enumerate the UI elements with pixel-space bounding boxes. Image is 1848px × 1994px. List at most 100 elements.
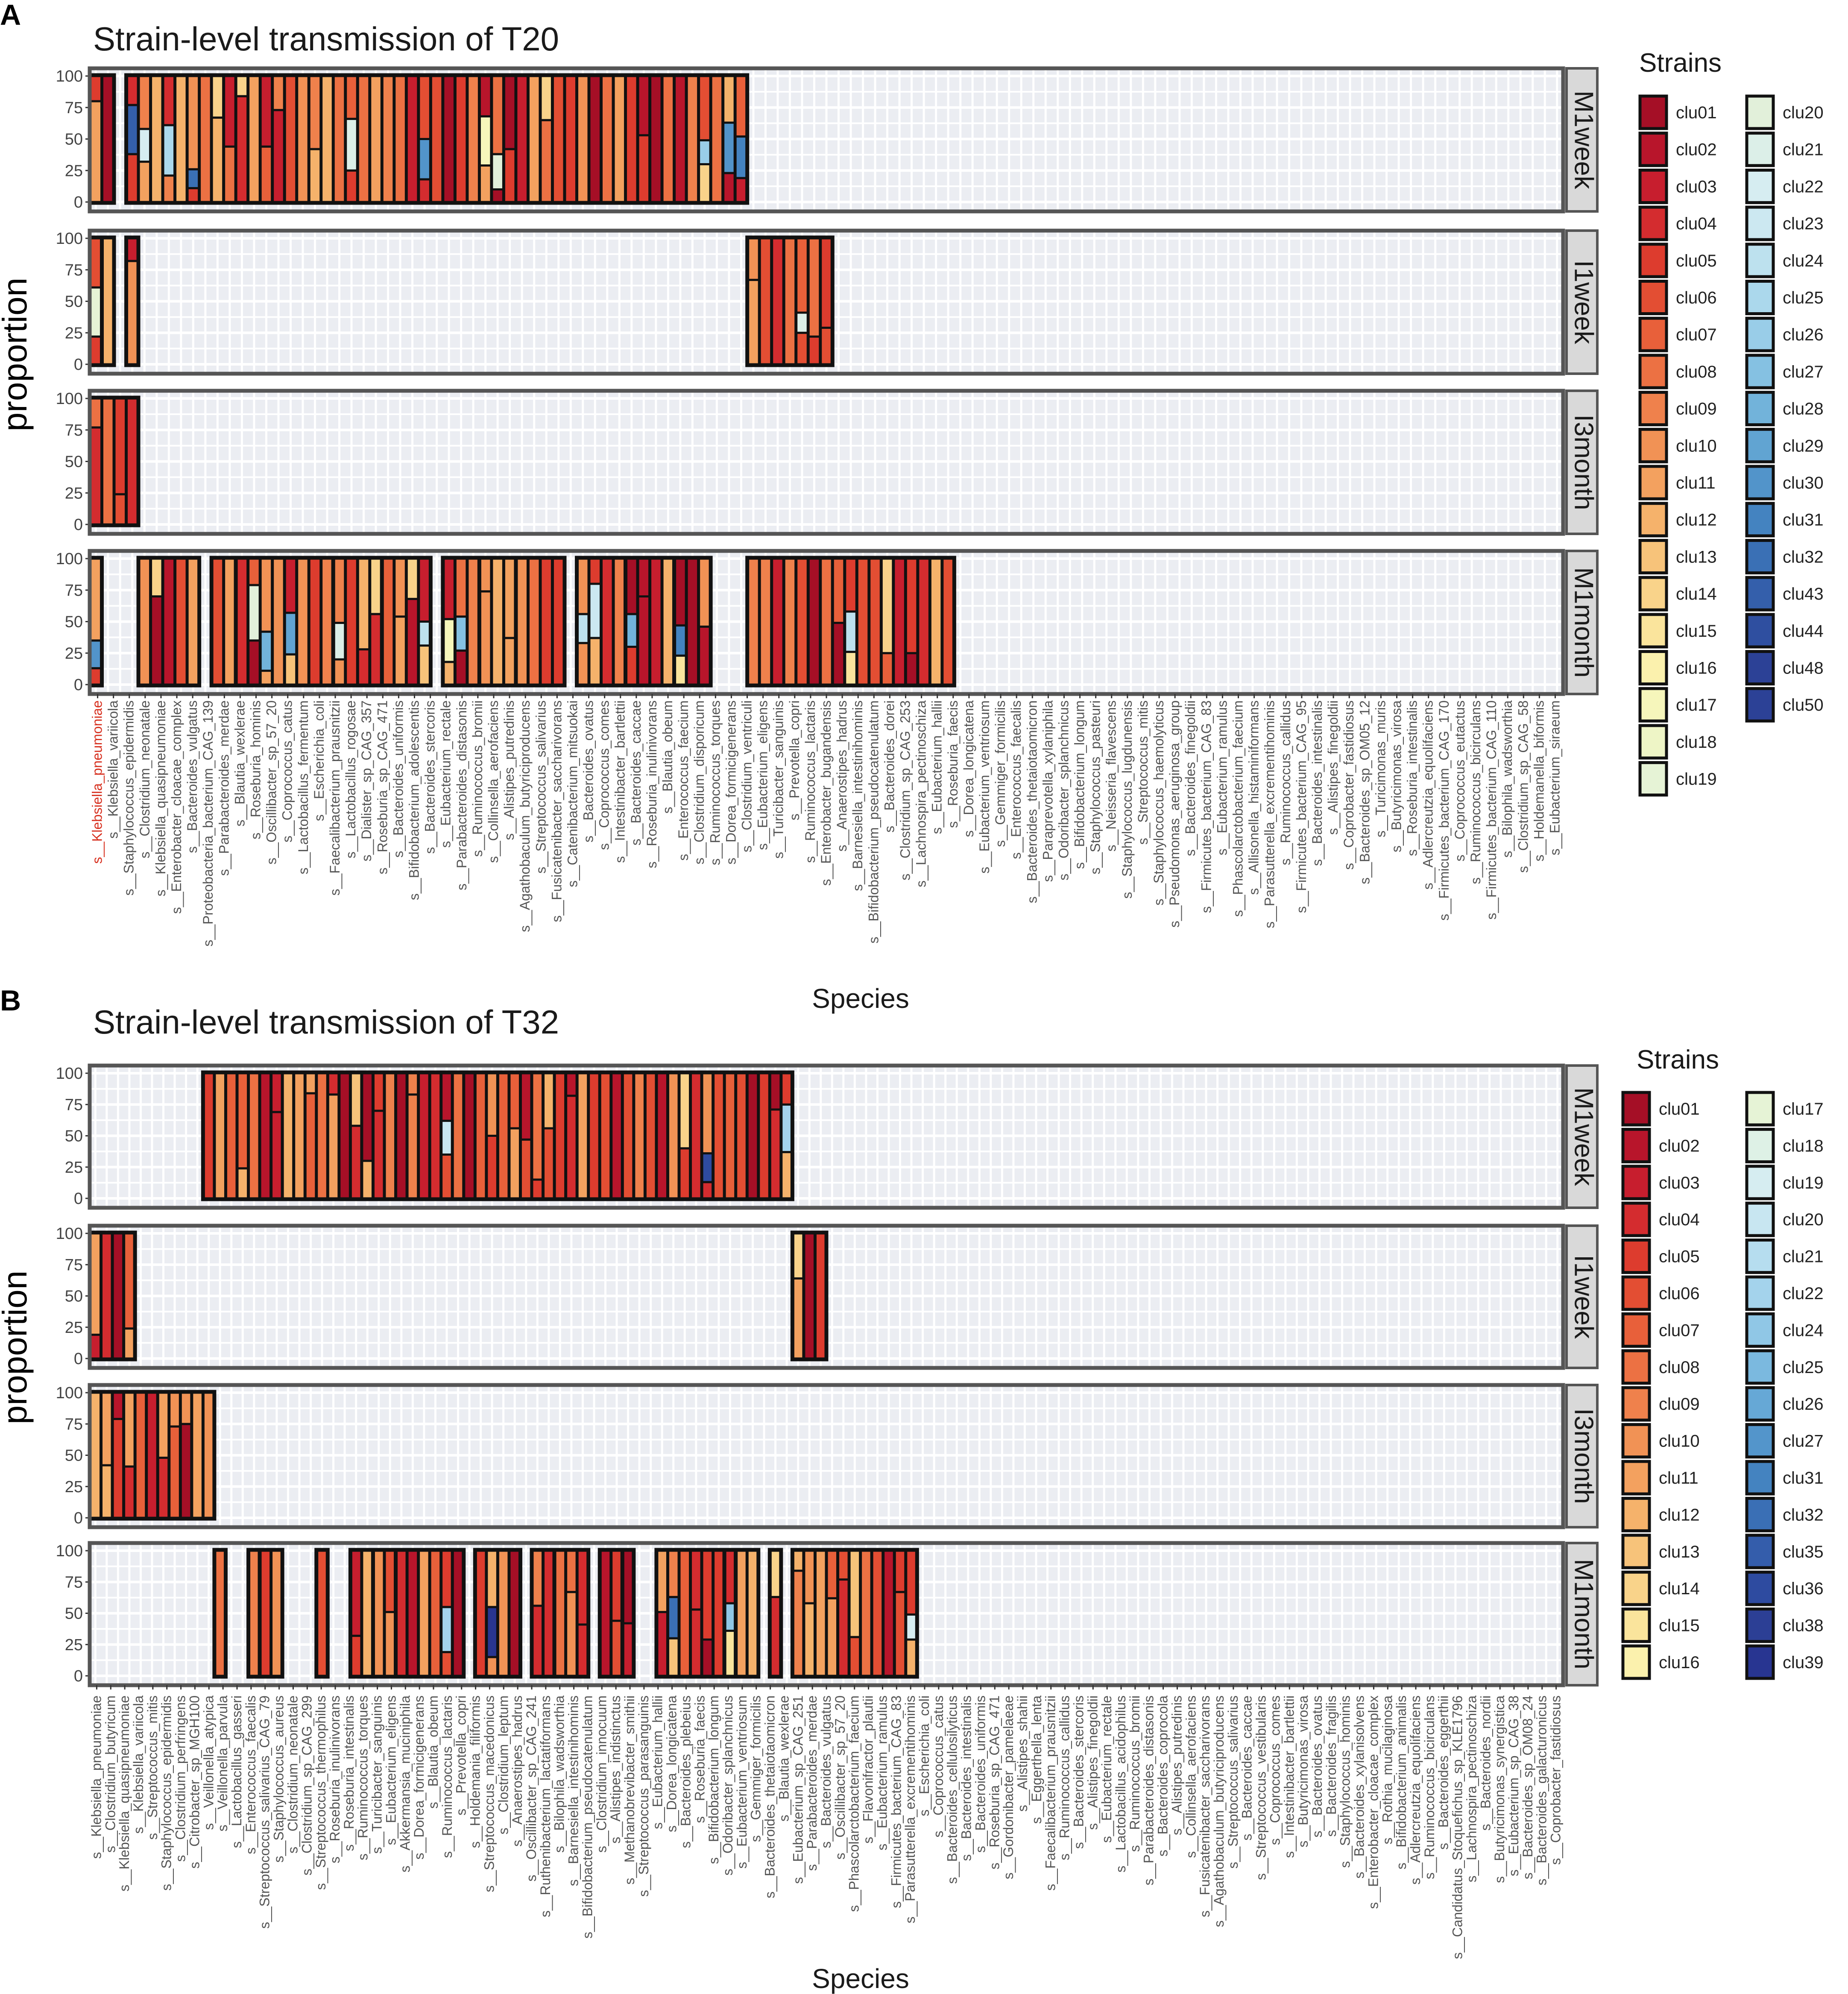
bar-segment: [89, 557, 103, 642]
x-tick-label: s__Enterococcus_faecalis: [243, 1695, 258, 1854]
bar-segment: [478, 115, 492, 167]
bar-segment: [270, 1549, 283, 1677]
legend-label: clu01: [1676, 103, 1717, 122]
bar-segment: [698, 75, 712, 141]
x-tick-label: s__Agathobaculum_butyriciproducens: [517, 700, 533, 932]
x-tick-label: s__Bacteroides_ovatus: [581, 700, 596, 843]
legend-label: clu14: [1676, 585, 1717, 603]
bar-segment: [882, 1549, 895, 1677]
bar-segment: [320, 557, 334, 686]
bar-segment: [451, 1072, 465, 1200]
bar-segment: [519, 1072, 533, 1141]
x-tick-label: s__Coprococcus_comes: [1267, 1695, 1283, 1845]
bar-segment: [539, 119, 553, 203]
bar-segment: [393, 615, 407, 686]
legend: Strains clu01 clu02 clu03 clu04 clu05 clu06 clu…: [1621, 1045, 1824, 1680]
bar-segment: [211, 116, 225, 203]
x-tick-label: s__Streptococcus_parasanguinis: [636, 1695, 651, 1897]
x-tick-label: s__Eubacterium_ventriosum: [734, 1695, 750, 1869]
x-tick-label: s__Eubacterium_ramulus: [1214, 700, 1230, 855]
bar-segment: [905, 557, 919, 654]
facet-strip: [1565, 1064, 1599, 1209]
bar-segment: [179, 1423, 193, 1519]
x-tick-label: s__Lactobacillus_gasseri: [229, 1695, 244, 1848]
bar-segment: [478, 557, 492, 593]
y-tick-label: 100: [56, 550, 83, 568]
bar-segment: [284, 653, 298, 686]
bar-segment: [837, 1549, 850, 1581]
bar-segment: [735, 1072, 748, 1200]
bar-segment: [868, 557, 882, 686]
bar-segment: [656, 1072, 668, 1200]
bar-segment: [381, 75, 395, 203]
x-tick-label: s__Enterobacter_cloacae_complex: [169, 700, 184, 914]
legend-label: clu17: [1676, 696, 1717, 714]
legend-swatch: [1745, 687, 1775, 723]
facet-m1month: 0 25 50 75 100 M1month: [56, 549, 1599, 696]
bar-segment: [357, 557, 371, 650]
bar-segment: [406, 1093, 419, 1200]
bar-segment: [486, 1072, 498, 1137]
y-tick-label: 0: [74, 1509, 83, 1527]
legend-swatch: [1745, 1644, 1775, 1680]
x-tick-label: s__Oscillibacter_sp_CAG_241: [524, 1695, 539, 1882]
bar-segment: [466, 557, 480, 686]
bar-segment: [791, 1277, 805, 1360]
bar-segment: [826, 1597, 839, 1677]
x-tick-label: s__Eubacterium_siraeum: [1547, 700, 1562, 855]
legend-label: clu15: [1659, 1616, 1700, 1635]
bar-segment: [101, 237, 115, 366]
facet-strip: [1565, 1384, 1599, 1528]
legend-swatch: [1638, 316, 1668, 352]
bar-segment: [126, 237, 139, 262]
bar-segment: [235, 95, 249, 203]
x-tick-label: s__Phascolarctobacterium_faecium: [1230, 700, 1246, 917]
bar-segment: [588, 557, 602, 585]
x-tick-label: s__Alistipes_shahii: [1015, 1695, 1030, 1812]
bar-segment: [384, 1072, 397, 1200]
chart-title: Strain-level transmission of T20: [93, 20, 559, 58]
legend-label: clu17: [1783, 1100, 1824, 1119]
transmission-group-box: [136, 556, 202, 688]
y-tick-label: 75: [65, 1415, 83, 1433]
bar-segment: [941, 557, 955, 686]
bar-segment: [454, 75, 468, 203]
x-tick-label: s__Klebsiella_variicola: [105, 700, 121, 839]
legend-swatch: [1745, 465, 1775, 501]
bar-segment: [807, 335, 821, 366]
bar-segment: [393, 557, 407, 618]
bar-segment: [814, 1232, 827, 1360]
bar-segment: [633, 1072, 646, 1200]
x-tick-label: s__Ruthenibacterium_lactatiformans: [538, 1695, 553, 1917]
bar-segment: [332, 557, 346, 624]
legend-label: clu19: [1676, 770, 1717, 789]
x-tick-label: s__Fusicatenibacter_saccharivorans: [549, 700, 564, 922]
bar-segment: [486, 1656, 498, 1677]
x-tick-label: s__Ruminococcus_callidus: [1057, 1695, 1072, 1860]
bar-segment: [674, 557, 687, 627]
legend-swatch: [1638, 132, 1668, 167]
y-tick-label: 25: [65, 1478, 83, 1496]
x-tick-label: s__Citrobacter_sp_MGH100: [187, 1695, 202, 1869]
legend-swatch: [1638, 280, 1668, 315]
facet-strip-label: I1week: [1569, 260, 1599, 344]
bar-segment: [418, 138, 431, 181]
x-tick-label: s__Oscillibacter_sp_57_20: [264, 700, 279, 864]
bar-segment: [769, 1549, 782, 1598]
bar-segment: [454, 649, 468, 686]
bar-segment: [236, 1167, 249, 1200]
x-tick-label: s__Parabacteroides_distasonis: [1141, 1695, 1157, 1886]
legend-title: Strains: [1639, 48, 1722, 78]
x-tick-label: s__Eubacterium_eligens: [383, 1695, 398, 1845]
legend-swatch: [1638, 354, 1668, 389]
legend-swatch: [1745, 1201, 1775, 1237]
bar-segment: [369, 613, 383, 686]
x-tick-label: s__Candidatus_Stoquefichus_sp_KLE1796: [1450, 1695, 1465, 1959]
facet-strip-label: M1month: [1569, 1559, 1599, 1669]
legend-title: Strains: [1637, 1045, 1719, 1075]
legend-swatch: [1745, 1275, 1775, 1311]
bar-segment: [418, 557, 431, 623]
bar-segment: [357, 648, 371, 686]
bar-segment: [667, 1637, 680, 1677]
